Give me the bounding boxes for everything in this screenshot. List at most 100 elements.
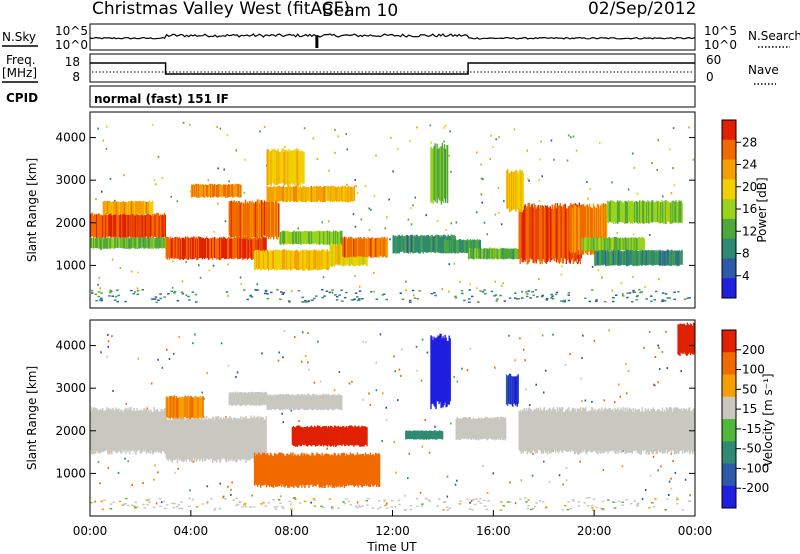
echo-cell xyxy=(94,238,96,249)
echo-cell xyxy=(562,412,565,451)
echo-cell xyxy=(97,409,99,453)
echo-speck xyxy=(535,383,537,386)
echo-cell xyxy=(331,426,333,446)
echo-cell xyxy=(340,394,342,411)
echo-cell xyxy=(485,416,488,440)
echo-cell xyxy=(583,238,585,252)
echo-cell xyxy=(231,391,233,406)
echo-speck xyxy=(498,211,500,214)
echo-cell xyxy=(367,236,369,258)
echo-cell xyxy=(211,183,213,197)
echo-cell xyxy=(164,407,166,454)
echo-cell xyxy=(602,411,604,454)
echo-cell xyxy=(320,427,323,446)
echo-cell xyxy=(335,395,337,409)
echo-cell xyxy=(108,200,111,215)
echo-cell xyxy=(305,249,307,269)
echo-speck xyxy=(153,179,156,182)
echo-cell xyxy=(501,248,503,260)
echo-cell xyxy=(248,418,250,461)
ground-echo xyxy=(282,507,285,510)
echo-speck xyxy=(228,180,230,183)
echo-cell xyxy=(563,411,566,450)
echo-cell xyxy=(264,237,266,260)
echo-cell xyxy=(293,150,295,185)
echo-cell xyxy=(285,151,287,185)
echo-cell xyxy=(638,251,640,266)
echo-speck xyxy=(651,162,653,165)
echo-speck xyxy=(426,351,429,354)
echo-cell xyxy=(634,249,636,266)
echo-cell xyxy=(272,187,274,203)
echo-cell xyxy=(637,237,639,250)
echo-speck xyxy=(480,177,483,180)
echo-cell xyxy=(533,203,535,264)
freq-tick-top: 18 xyxy=(65,55,80,69)
ground-echo xyxy=(116,289,119,291)
nsearch-label: N.Search xyxy=(748,29,800,43)
echo-speck xyxy=(307,332,309,335)
echo-cell xyxy=(241,203,244,239)
echo-cell xyxy=(154,214,156,237)
echo-cell xyxy=(263,419,265,459)
echo-cell xyxy=(296,425,299,447)
echo-cell xyxy=(311,231,313,244)
echo-speck xyxy=(166,348,168,351)
ground-echo xyxy=(636,502,640,505)
echo-cell xyxy=(108,237,110,248)
echo-cell xyxy=(230,184,232,198)
echo-cell xyxy=(346,454,348,485)
echo-cell xyxy=(364,238,366,257)
ground-echo xyxy=(479,498,482,500)
echo-cell xyxy=(105,237,107,249)
echo-speck xyxy=(486,492,489,494)
echo-speck xyxy=(526,149,528,152)
echo-cell xyxy=(483,248,485,260)
echo-speck xyxy=(151,123,154,126)
ground-echo xyxy=(567,299,571,302)
ground-echo xyxy=(176,300,180,302)
ground-echo xyxy=(563,299,566,302)
echo-cell xyxy=(632,408,634,451)
echo-cell xyxy=(277,249,279,271)
echo-cell xyxy=(354,238,356,258)
echo-cell xyxy=(270,452,272,486)
echo-cell xyxy=(271,187,273,202)
echo-speck xyxy=(219,127,222,130)
echo-cell xyxy=(689,323,692,356)
echo-cell xyxy=(637,251,639,266)
echo-speck xyxy=(358,285,361,288)
echo-speck xyxy=(688,126,690,129)
echo-cell xyxy=(268,251,270,271)
echo-cell xyxy=(255,236,257,258)
echo-cell xyxy=(667,200,669,222)
ground-echo xyxy=(654,290,658,293)
echo-cell xyxy=(225,417,227,462)
echo-speck xyxy=(454,483,457,486)
ground-echo xyxy=(545,506,548,508)
ground-echo xyxy=(131,504,134,506)
ground-echo xyxy=(100,299,103,301)
echo-cell xyxy=(595,411,597,453)
echo-cell xyxy=(122,237,124,249)
ground-echo xyxy=(626,296,629,299)
echo-cell xyxy=(183,238,186,259)
ground-echo xyxy=(577,501,581,503)
echo-cell xyxy=(115,237,117,248)
echo-cell xyxy=(179,397,181,418)
ground-echo xyxy=(592,498,596,501)
echo-cell xyxy=(319,454,321,488)
echo-cell xyxy=(339,243,341,265)
echo-speck xyxy=(394,370,396,373)
echo-cell xyxy=(677,251,679,266)
echo-speck xyxy=(327,220,330,223)
echo-cell xyxy=(496,416,499,439)
echo-cell xyxy=(347,238,349,258)
echo-cell xyxy=(370,238,372,258)
echo-cell xyxy=(362,238,364,257)
echo-cell xyxy=(95,214,97,238)
echo-speck xyxy=(448,154,450,157)
xtick-label: 16:00 xyxy=(476,524,511,538)
ground-echo xyxy=(668,297,671,299)
echo-cell xyxy=(180,417,183,462)
